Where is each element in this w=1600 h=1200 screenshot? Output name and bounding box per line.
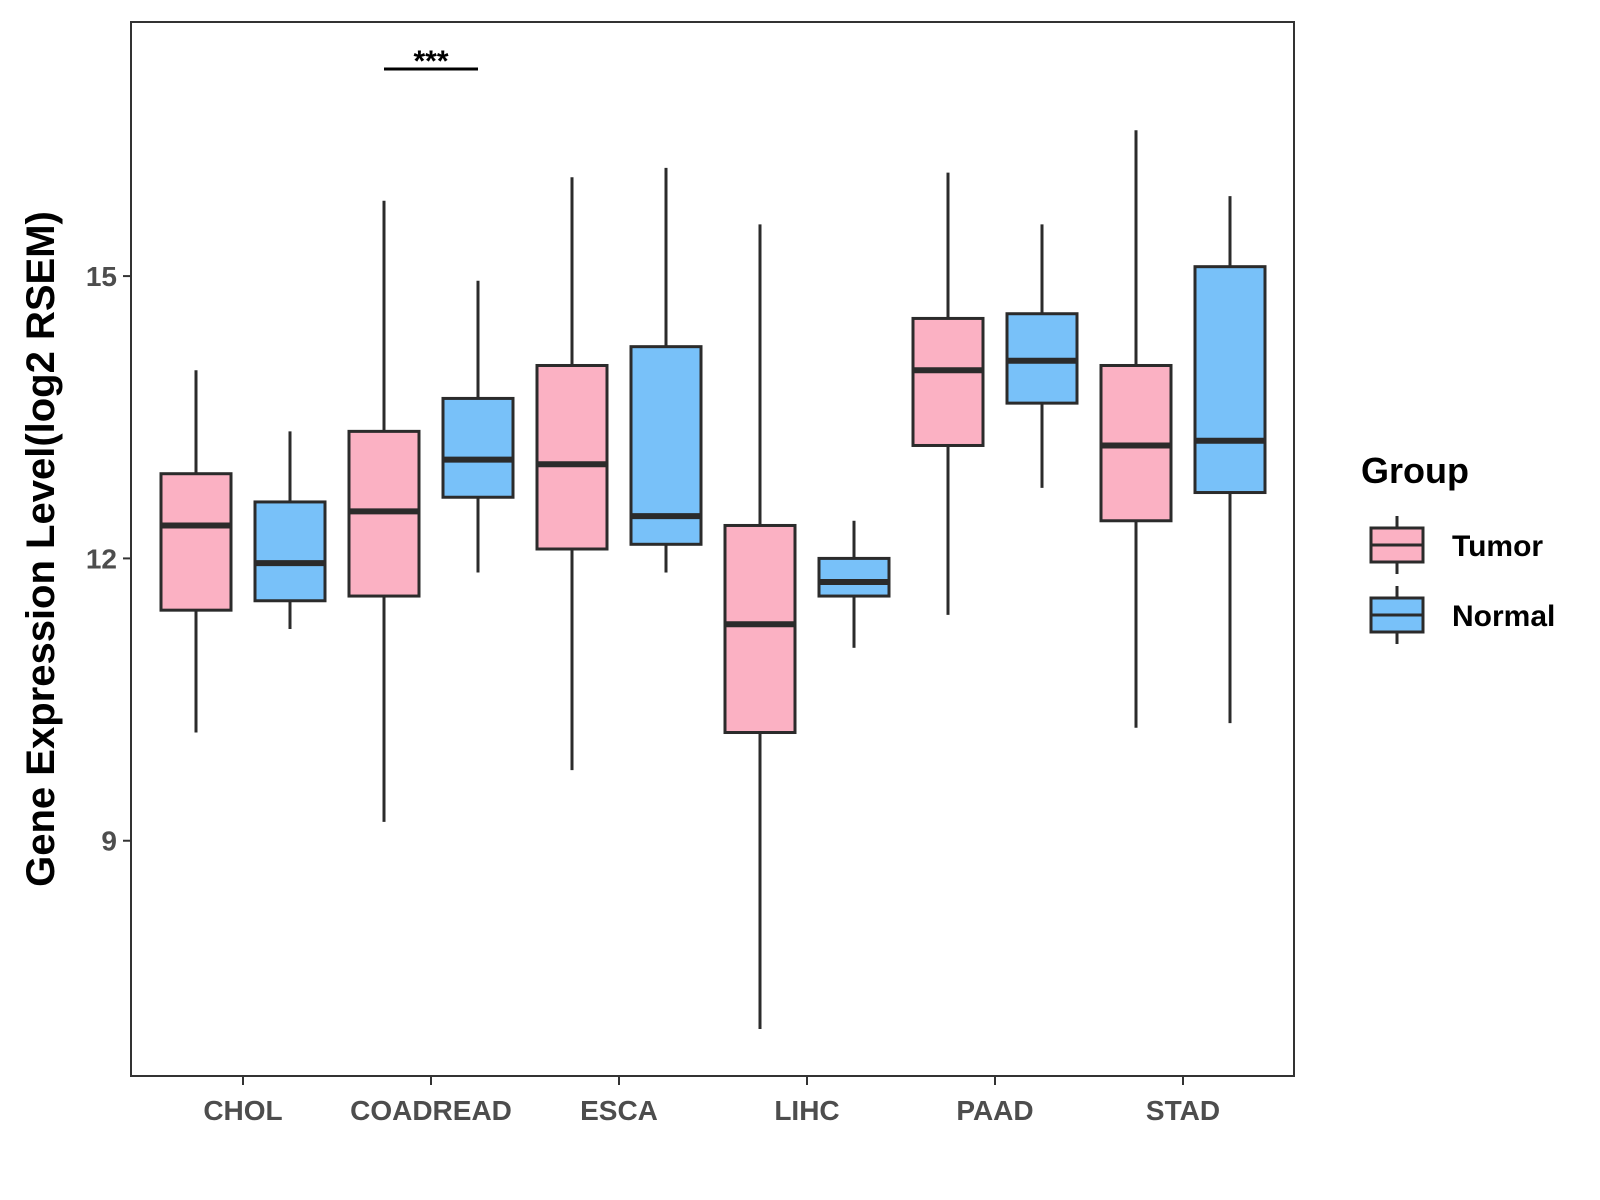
box-body [535,363,609,551]
box-tumor-coadread [347,200,421,822]
legend-label-normal: Normal [1452,600,1555,633]
box-tumor-stad [1099,130,1173,728]
x-axis: CHOL COADREAD ESCA LIHC PAAD STAD [203,1076,1220,1126]
box-body [1193,265,1267,495]
significance-stars: *** [413,45,448,78]
box-tumor-paad [911,172,985,615]
box-tumor-esca [535,177,609,771]
box-tumor-chol [159,370,233,733]
x-tick-label: LIHC [774,1095,839,1126]
x-tick-label: PAAD [956,1095,1033,1126]
box-body [253,500,327,603]
significance-annotations: *** [384,45,478,78]
box-series-group [159,130,1267,1029]
box-normal-esca [629,167,703,573]
x-tick-label: COADREAD [350,1095,512,1126]
box-normal-chol [253,431,327,629]
box-normal-lihc [817,520,891,648]
box-body [911,316,985,447]
x-tick-label: ESCA [580,1095,658,1126]
x-tick-label: STAD [1146,1095,1220,1126]
box-body [441,396,515,499]
box-normal-coadread [441,280,515,573]
y-axis: 9 12 15 [86,261,131,857]
box-body [817,556,891,598]
box-body [159,472,233,612]
y-tick-label: 15 [86,261,117,292]
x-tick-label: CHOL [203,1095,282,1126]
box-body [723,523,797,735]
legend: Group Tumor Normal [1361,450,1555,644]
box-normal-paad [1005,224,1079,488]
y-tick-label: 12 [86,543,117,574]
y-tick-label: 9 [101,826,117,857]
box-tumor-lihc [723,224,797,1029]
legend-key-tumor [1369,516,1425,574]
box-body [629,345,703,546]
y-axis-label: Gene Expression Level(log2 RSEM) [19,211,63,887]
legend-title: Group [1361,450,1469,491]
legend-key-normal [1369,586,1425,644]
box-normal-stad [1193,196,1267,724]
legend-label-tumor: Tumor [1452,530,1543,563]
